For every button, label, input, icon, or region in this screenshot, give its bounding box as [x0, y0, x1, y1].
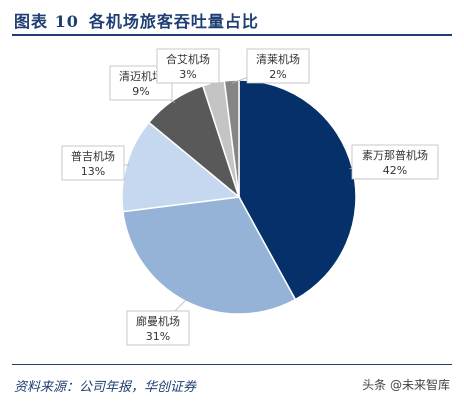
slice-value-chiang-mai: 9% — [132, 85, 149, 98]
slice-value-phuket: 13% — [81, 165, 105, 178]
pie-slice-phuket — [121, 121, 241, 213]
callout-box-hat-yai — [156, 48, 220, 84]
source-note: 资料来源：公司年报，华创证券 — [14, 380, 197, 395]
slice-value-suvarnabhumi: 42% — [383, 164, 407, 177]
figure-title: 图表 10 各机场旅客吞吐量占比 — [14, 8, 269, 32]
slice-label-suvarnabhumi: 素万那普机场 — [362, 148, 428, 162]
pie-slice-don-mueang — [122, 196, 297, 315]
figure-title-text: 各机场旅客吞吐量占比 — [88, 12, 259, 31]
callout-box-don-mueang — [126, 310, 190, 346]
title-divider — [12, 34, 452, 36]
pie-labels: 素万那普机场 42% 廊曼机场 31% 普吉机场 13% 清迈机场 9% 合艾机场 3% 清莱机场 2… — [61, 48, 439, 346]
slice-value-don-mueang: 31% — [146, 330, 170, 343]
slice-label-don-mueang: 廊曼机场 — [136, 314, 180, 328]
slice-label-phuket: 普吉机场 — [71, 149, 115, 163]
callout-box-phuket — [61, 145, 125, 181]
pie-slice-chiang-rai — [223, 79, 240, 198]
slice-label-chiang-mai: 清迈机场 — [119, 69, 163, 83]
footer-divider — [12, 364, 452, 365]
slice-label-hat-yai: 合艾机场 — [166, 52, 210, 66]
callout-box-chiang-rai — [246, 48, 310, 84]
figure-number: 图表 10 — [14, 12, 79, 31]
slice-value-hat-yai: 3% — [179, 68, 196, 81]
callout-box-suvarnabhumi — [351, 144, 439, 180]
pie-slices — [121, 79, 357, 315]
slice-value-chiang-rai: 2% — [269, 68, 286, 81]
slice-label-chiang-rai: 清莱机场 — [256, 52, 300, 66]
watermark: 头条 @未来智库 — [362, 378, 450, 392]
